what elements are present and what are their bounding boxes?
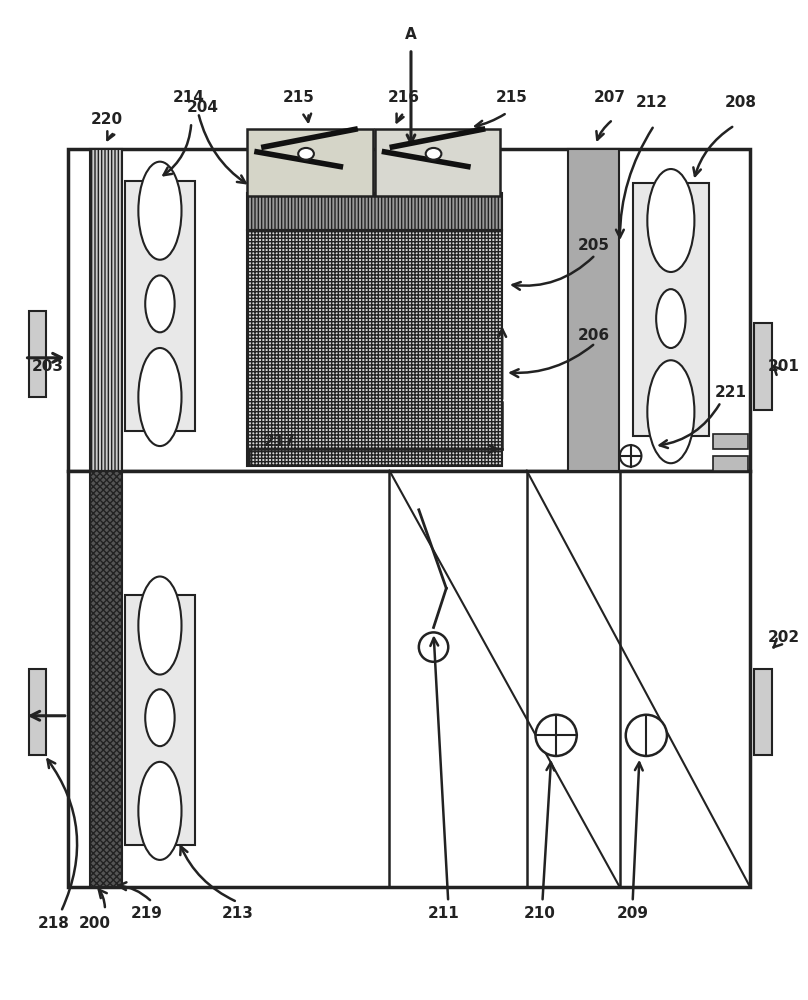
Ellipse shape xyxy=(536,715,577,756)
Bar xyxy=(28,311,46,397)
Text: 213: 213 xyxy=(221,906,254,921)
Text: 201: 201 xyxy=(768,359,800,374)
Ellipse shape xyxy=(145,689,175,746)
Bar xyxy=(68,471,751,887)
Ellipse shape xyxy=(656,289,685,348)
Text: 216: 216 xyxy=(388,90,420,105)
Text: 220: 220 xyxy=(91,112,123,127)
Bar xyxy=(568,149,619,471)
Bar xyxy=(247,230,503,466)
Bar xyxy=(375,129,500,196)
Text: 204: 204 xyxy=(187,100,219,115)
Ellipse shape xyxy=(419,632,448,662)
Text: 221: 221 xyxy=(715,385,747,400)
Text: 208: 208 xyxy=(725,95,756,110)
Bar xyxy=(247,129,372,196)
Text: 215: 215 xyxy=(496,90,528,105)
Ellipse shape xyxy=(145,275,175,332)
Text: 202: 202 xyxy=(768,630,800,645)
Text: 210: 210 xyxy=(524,906,555,921)
Ellipse shape xyxy=(138,162,182,260)
Ellipse shape xyxy=(620,445,642,467)
Bar xyxy=(713,434,748,449)
Text: 203: 203 xyxy=(32,359,64,374)
Ellipse shape xyxy=(647,360,694,463)
Text: 215: 215 xyxy=(284,90,315,105)
Ellipse shape xyxy=(138,348,182,446)
Bar xyxy=(754,669,772,755)
Text: 206: 206 xyxy=(578,328,609,343)
Text: 212: 212 xyxy=(636,95,668,110)
Text: 211: 211 xyxy=(427,906,459,921)
Text: A: A xyxy=(405,27,417,42)
Bar xyxy=(633,183,709,436)
Text: 218: 218 xyxy=(38,916,70,931)
Ellipse shape xyxy=(138,762,182,860)
Bar xyxy=(247,193,503,230)
Bar xyxy=(124,595,196,845)
Ellipse shape xyxy=(647,169,694,272)
Text: 205: 205 xyxy=(578,238,609,253)
Ellipse shape xyxy=(625,715,667,756)
Bar xyxy=(28,669,46,755)
Bar xyxy=(124,181,196,431)
Text: 217: 217 xyxy=(263,434,296,449)
Text: 207: 207 xyxy=(594,90,626,105)
Text: 209: 209 xyxy=(617,906,649,921)
Text: 214: 214 xyxy=(172,90,204,105)
Bar xyxy=(90,149,122,471)
Ellipse shape xyxy=(426,148,441,160)
Text: 200: 200 xyxy=(79,916,112,931)
Ellipse shape xyxy=(298,148,314,160)
Text: 219: 219 xyxy=(131,906,163,921)
Bar xyxy=(68,149,751,471)
Bar xyxy=(754,323,772,410)
Bar xyxy=(90,471,122,887)
Bar xyxy=(713,456,748,471)
Ellipse shape xyxy=(138,576,182,675)
